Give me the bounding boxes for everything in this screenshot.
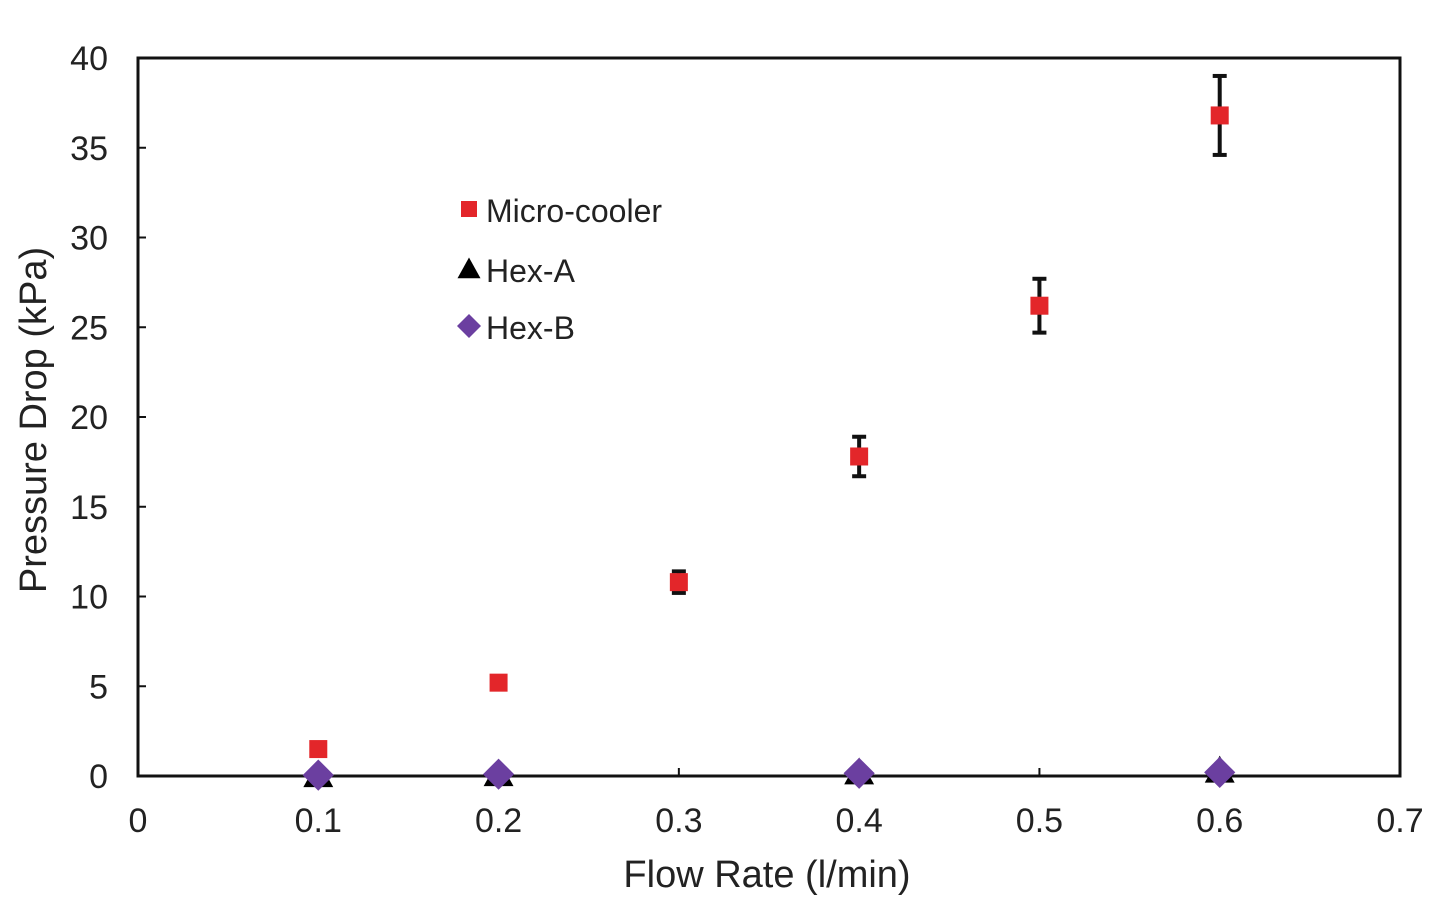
micro-cooler-point <box>669 573 688 592</box>
micro-cooler-point <box>850 447 869 466</box>
x-tick-label: 0.3 <box>655 802 702 840</box>
x-tick-label: 0.1 <box>295 802 342 840</box>
x-tick-label: 0.7 <box>1376 802 1423 840</box>
y-tick-label: 35 <box>70 130 108 168</box>
legend-hex-a-marker <box>457 257 481 279</box>
y-tick-label: 40 <box>70 40 108 78</box>
x-axis-ticks: 0 0.1 0.2 0.3 0.4 0.5 0.6 0.7 <box>129 768 1424 840</box>
legend-micro-cooler-label: Micro-cooler <box>486 193 662 229</box>
y-axis-ticks: 0 5 10 15 20 25 30 35 40 <box>70 40 146 796</box>
y-tick-label: 0 <box>89 758 108 796</box>
plot-area-frame <box>136 56 1402 778</box>
legend-hex-a-label: Hex-A <box>486 253 576 289</box>
y-tick-label: 10 <box>70 579 108 617</box>
x-axis-title: Flow Rate (l/min) <box>623 854 910 896</box>
data-marks <box>302 73 1236 791</box>
x-tick-label: 0 <box>129 802 148 840</box>
micro-cooler-point <box>1210 106 1229 125</box>
legend-hex-b-label: Hex-B <box>486 310 575 346</box>
legend: Micro-cooler Hex-A Hex-B <box>457 193 662 346</box>
hex-b-point <box>1204 756 1236 789</box>
hex-b-point <box>482 758 515 790</box>
hex-b-point <box>843 757 875 789</box>
y-tick-label: 15 <box>70 489 108 527</box>
y-tick-label: 25 <box>70 309 108 347</box>
y-tick-label: 30 <box>70 220 108 258</box>
x-tick-label: 0.5 <box>1016 802 1063 840</box>
x-tick-label: 0.6 <box>1196 802 1243 840</box>
legend-hex-b-marker <box>457 314 481 338</box>
micro-cooler-point <box>309 740 328 759</box>
x-tick-label: 0.4 <box>836 802 883 840</box>
micro-cooler-point <box>489 673 508 692</box>
micro-cooler-point <box>1030 296 1049 315</box>
y-axis-title: Pressure Drop (kPa) <box>13 247 55 593</box>
x-tick-label: 0.2 <box>475 802 522 840</box>
legend-micro-cooler-marker <box>461 201 477 217</box>
hex-b-point <box>302 759 334 791</box>
y-tick-label: 20 <box>70 399 108 437</box>
y-tick-label: 5 <box>89 668 108 706</box>
